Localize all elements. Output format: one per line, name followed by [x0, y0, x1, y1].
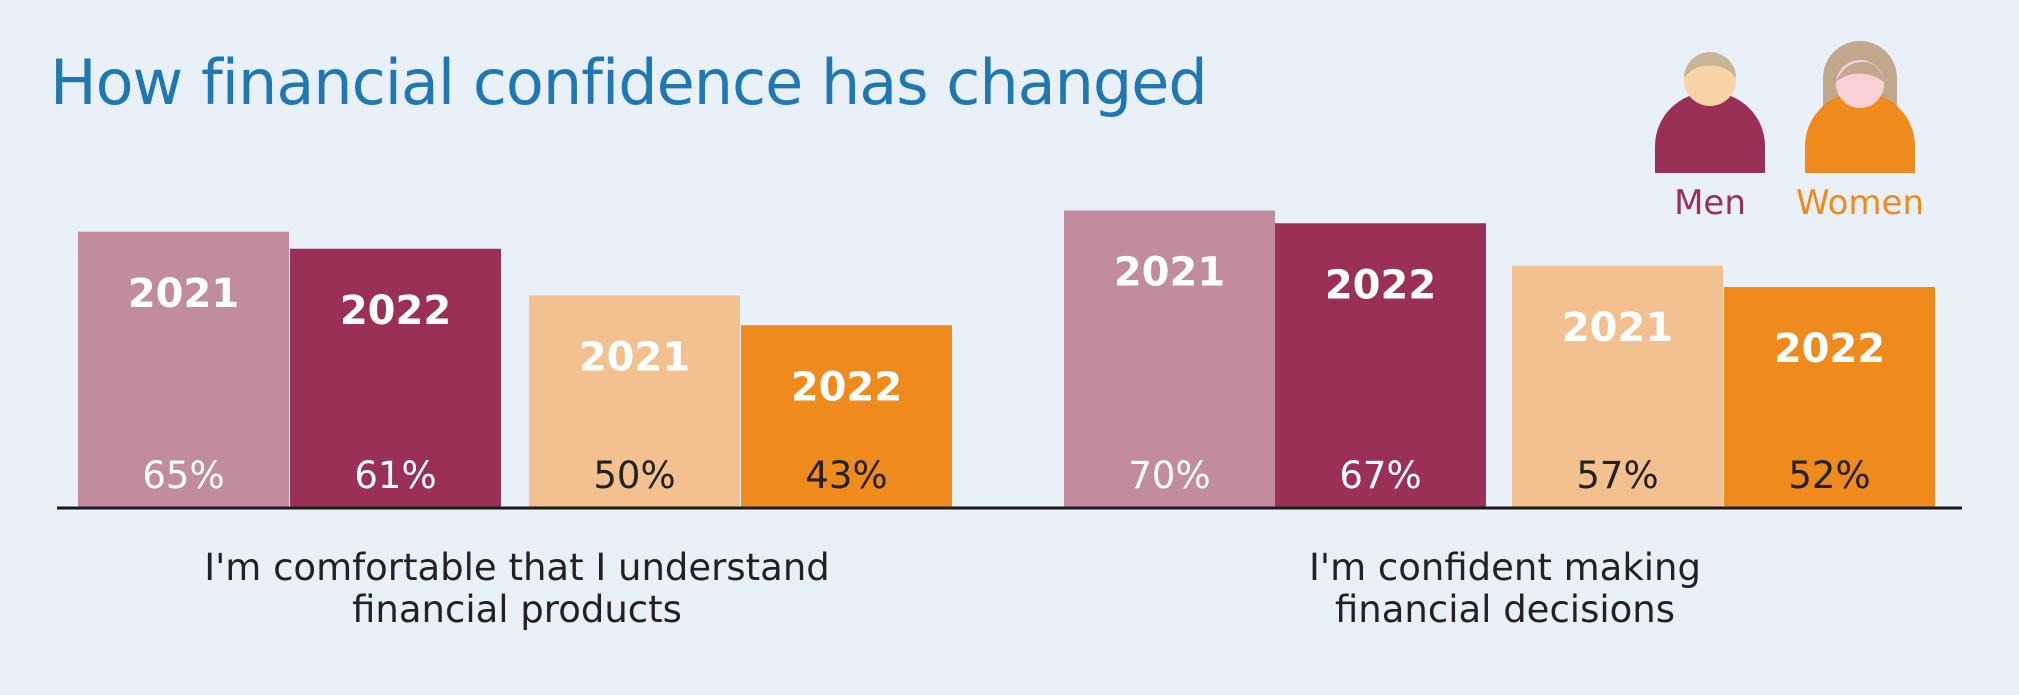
bar [290, 248, 501, 508]
bar-year-label: 2021 [1562, 305, 1673, 351]
bar-value-label: 57% [1576, 454, 1658, 497]
bar-year-label: 2022 [340, 288, 451, 334]
chart-title: How financial confidence has changed [50, 46, 1208, 119]
bar-year-label: 2022 [791, 364, 902, 410]
bar-value-label: 52% [1788, 454, 1870, 497]
bar-year-label: 2021 [128, 271, 239, 317]
woman-icon [1805, 41, 1915, 173]
legend-label-men: Men [1674, 183, 1746, 223]
bar-value-label: 50% [593, 454, 675, 497]
bar [529, 295, 740, 508]
man-icon [1655, 52, 1765, 173]
bar-value-label: 43% [805, 454, 887, 497]
category-label: financial products [352, 588, 682, 631]
category-label: financial decisions [1335, 588, 1675, 631]
bar-year-label: 2021 [579, 335, 690, 381]
bar-year-label: 2022 [1325, 262, 1436, 308]
bar-value-label: 67% [1339, 454, 1421, 497]
bar [78, 231, 289, 508]
bar [1724, 287, 1935, 508]
bar-value-label: 70% [1128, 454, 1210, 497]
legend-item-women: Women [1790, 38, 1930, 228]
bar [741, 325, 952, 508]
category-label: I'm confident making [1309, 546, 1701, 589]
bar-year-label: 2021 [1114, 250, 1225, 296]
legend: Men Women [1640, 38, 1940, 228]
legend-label-women: Women [1795, 183, 1924, 223]
bar-value-label: 61% [354, 454, 436, 497]
bar [1275, 223, 1486, 508]
bar [1064, 210, 1275, 508]
bar-year-label: 2022 [1774, 326, 1885, 372]
category-label: I'm comfortable that I understand [204, 546, 830, 589]
legend-item-men: Men [1640, 38, 1780, 228]
bar [1512, 265, 1723, 508]
bar-value-label: 65% [142, 454, 224, 497]
